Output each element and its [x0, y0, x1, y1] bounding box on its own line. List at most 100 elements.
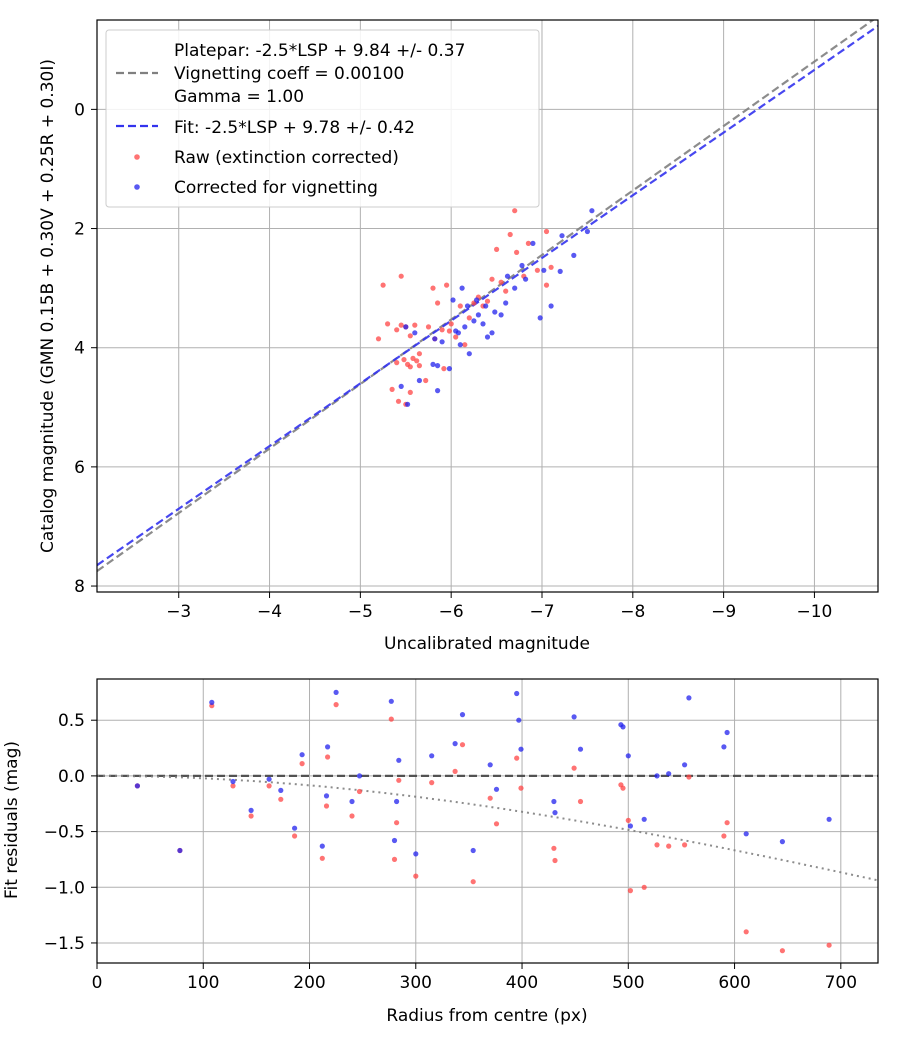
raw-point	[412, 322, 418, 328]
legend-platepar-line1: Platepar: -2.5*LSP + 9.84 +/- 0.37	[174, 41, 465, 61]
x-tick-label: −4	[257, 602, 282, 622]
raw-point	[416, 363, 422, 369]
corrected-point	[523, 276, 529, 282]
raw-point	[571, 765, 577, 771]
corrected-point	[577, 746, 584, 752]
raw-point	[682, 842, 688, 848]
raw-point	[462, 342, 468, 348]
legend-corrected-marker	[134, 184, 140, 190]
raw-point	[325, 754, 331, 760]
corrected-point	[530, 240, 536, 246]
y-tick-label: 6	[74, 458, 85, 478]
bottom-axes-frame	[96, 678, 879, 964]
corrected-point	[516, 717, 522, 723]
y-tick-label: −0.5	[44, 823, 85, 843]
corrected-point	[230, 778, 236, 785]
top-y-axis-label: Catalog magnitude (GMN 0.15B + 0.30V + 0…	[38, 59, 58, 553]
raw-point	[654, 842, 660, 848]
corrected-point	[177, 847, 183, 854]
corrected-point	[559, 233, 565, 239]
corrected-point	[514, 690, 520, 697]
corrected-point	[452, 741, 458, 747]
corrected-point	[446, 366, 452, 372]
x-tick-label: −9	[711, 602, 736, 622]
corrected-point	[519, 262, 525, 269]
y-tick-label: 0.0	[58, 767, 85, 787]
raw-point	[448, 321, 454, 327]
raw-point	[743, 929, 749, 935]
corrected-point	[416, 377, 422, 384]
raw-point	[459, 742, 466, 748]
raw-point	[356, 788, 363, 795]
raw-point	[484, 298, 491, 304]
legend-box	[105, 29, 540, 208]
raw-point	[441, 366, 447, 372]
corrected-point	[356, 773, 363, 779]
top-plot: −3 −4 −5 −6 −7 −8 −9 −10 0 2 4 6 8 Uncalibrated magn…	[38, 19, 879, 654]
raw-point	[407, 364, 413, 370]
corrected-point	[405, 401, 411, 407]
bottom-reference-lines	[97, 774, 878, 882]
corrected-point	[292, 825, 298, 831]
corrected-point	[464, 303, 471, 309]
x-tick-label: −3	[166, 602, 191, 622]
line-fit	[97, 25, 878, 567]
raw-point	[394, 360, 400, 366]
raw-point	[548, 264, 554, 270]
corrected-point	[459, 285, 465, 291]
bottom-ticks: 0 100 200 300 400 500 600 700 0.5 0.0 −0.5 −1.0 −1.5	[44, 711, 857, 993]
x-tick-label: 200	[293, 973, 325, 993]
y-tick-label: 4	[74, 339, 85, 359]
corrected-point	[391, 837, 398, 844]
raw-point	[525, 240, 532, 246]
corrected-point	[541, 267, 547, 273]
raw-point	[266, 783, 272, 789]
corrected-point	[552, 810, 558, 816]
y-tick-label: −1.5	[44, 934, 85, 954]
raw-point	[498, 279, 504, 285]
corrected-point	[266, 776, 272, 782]
raw-point	[577, 798, 584, 805]
corrected-point	[493, 786, 500, 792]
raw-point	[410, 355, 416, 361]
corrected-point	[278, 787, 284, 794]
x-tick-label: −8	[620, 602, 645, 622]
raw-point	[292, 833, 298, 839]
x-tick-label: 300	[400, 973, 432, 993]
raw-point	[514, 755, 520, 761]
raw-point	[248, 813, 254, 819]
raw-point	[457, 303, 463, 309]
raw-point	[435, 300, 441, 306]
corrected-point	[457, 342, 463, 348]
raw-point	[394, 820, 400, 826]
corrected-point	[686, 695, 692, 701]
corrected-point	[589, 208, 595, 214]
raw-point	[429, 780, 435, 786]
legend-raw-label: Raw (extinction corrected)	[174, 148, 399, 168]
raw-point	[551, 845, 557, 851]
raw-point	[414, 358, 420, 364]
corrected-point	[512, 285, 518, 291]
corrected-point	[571, 714, 577, 720]
legend-corrected-label: Corrected for vignetting	[174, 178, 378, 198]
corrected-point	[654, 773, 660, 779]
corrected-point	[625, 753, 631, 759]
raw-point	[398, 322, 404, 328]
raw-point	[724, 820, 730, 826]
raw-point	[620, 785, 626, 791]
corrected-point	[470, 847, 476, 854]
legend-raw-marker	[134, 154, 140, 160]
x-tick-label: −10	[796, 602, 832, 622]
corrected-point	[388, 698, 394, 704]
legend-platepar-line3: Gamma = 1.00	[174, 87, 304, 107]
raw-point	[543, 228, 550, 235]
corrected-point	[466, 351, 472, 357]
top-legend: Platepar: -2.5*LSP + 9.84 +/- 0.37 Vigne…	[105, 29, 540, 208]
corrected-point	[551, 798, 557, 805]
x-tick-label: 600	[718, 973, 750, 993]
corrected-point	[487, 762, 493, 768]
raw-point	[388, 716, 394, 722]
raw-point	[333, 702, 339, 708]
raw-point	[323, 803, 330, 809]
y-tick-label: −1.0	[44, 878, 85, 898]
